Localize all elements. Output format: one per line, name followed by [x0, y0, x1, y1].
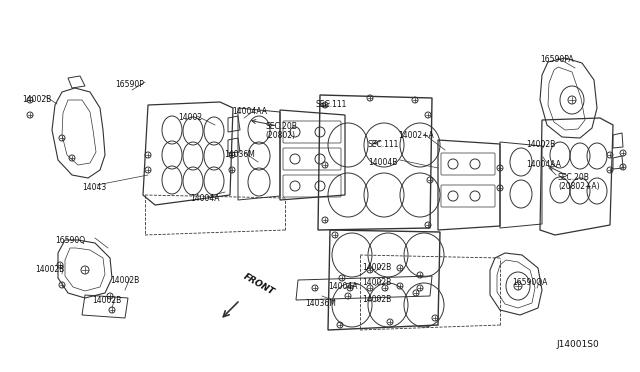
Text: 14002B: 14002B	[362, 263, 391, 272]
Text: 16590Q: 16590Q	[55, 236, 85, 245]
Text: 14004AA: 14004AA	[526, 160, 561, 169]
Text: SEC.20B: SEC.20B	[558, 173, 590, 182]
Text: SEC.20B: SEC.20B	[265, 122, 297, 131]
Text: 14004AA: 14004AA	[232, 107, 267, 116]
Text: SEC.111: SEC.111	[316, 100, 348, 109]
Text: 14043: 14043	[82, 183, 106, 192]
Text: 14036M: 14036M	[305, 299, 336, 308]
Text: 14004A: 14004A	[328, 282, 358, 291]
Text: 14002B: 14002B	[526, 140, 556, 149]
Text: 16590QA: 16590QA	[512, 278, 547, 287]
Text: 14004A: 14004A	[190, 194, 220, 203]
Text: (20802): (20802)	[265, 131, 295, 140]
Text: 14002B: 14002B	[22, 95, 51, 104]
Text: 14004B: 14004B	[368, 158, 397, 167]
Text: 14002: 14002	[178, 113, 202, 122]
Text: (20802+A): (20802+A)	[558, 182, 600, 191]
Text: 14002+A: 14002+A	[398, 131, 434, 140]
Text: J14001S0: J14001S0	[556, 340, 599, 349]
Text: 14002B: 14002B	[110, 276, 140, 285]
Text: SEC.111: SEC.111	[368, 140, 399, 149]
Text: 14002B: 14002B	[92, 296, 121, 305]
Text: FRONT: FRONT	[242, 272, 276, 297]
Text: 16590PA: 16590PA	[540, 55, 573, 64]
Text: 14002B: 14002B	[362, 278, 391, 287]
Text: 14002B: 14002B	[362, 295, 391, 304]
Text: 14036M: 14036M	[224, 150, 255, 159]
Text: 16590P: 16590P	[115, 80, 144, 89]
Text: 14002B: 14002B	[35, 265, 64, 274]
